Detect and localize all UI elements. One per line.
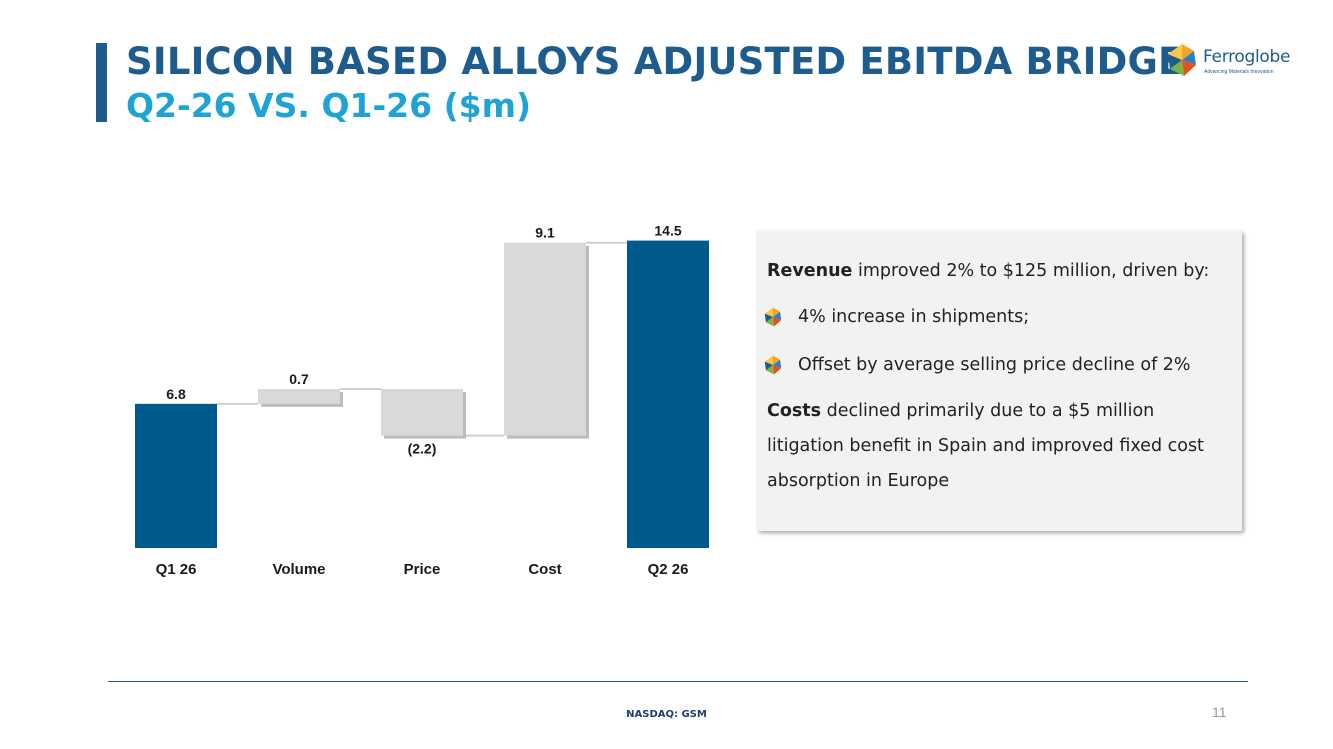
- footer-ticker: NASDAQ: GSM: [626, 709, 707, 720]
- x-tick-label: Q2 26: [648, 561, 689, 578]
- page-number: 11: [1212, 704, 1227, 720]
- bullet-item-price: Offset by average selling price decline …: [764, 355, 1232, 375]
- logo-wordmark: Ferroglobe: [1203, 47, 1291, 67]
- x-tick-label: Price: [404, 561, 441, 578]
- title-accent-bar: [96, 43, 107, 122]
- data-label: (2.2): [408, 441, 437, 457]
- logo-tagline: Advancing Materials Innovation: [1204, 69, 1274, 75]
- revenue-line: Revenue improved 2% to $125 million, dri…: [767, 261, 1232, 281]
- revenue-text: improved 2% to $125 million, driven by:: [852, 261, 1210, 281]
- ferroglobe-logo: Ferroglobe Advancing Materials Innovatio…: [1165, 43, 1295, 79]
- x-tick-label: Volume: [272, 561, 325, 578]
- ferroglobe-logo-icon: [1168, 44, 1196, 76]
- bullet-text: Offset by average selling price decline …: [798, 355, 1191, 375]
- page-title: SILICON BASED ALLOYS ADJUSTED EBITDA BRI…: [126, 40, 1184, 83]
- bar-q2-26: [627, 240, 709, 548]
- costs-label: Costs: [767, 401, 822, 421]
- bar-cost: [504, 242, 586, 436]
- costs-text: declined primarily due to a $5 million l…: [767, 401, 1204, 491]
- revenue-label: Revenue: [767, 261, 853, 281]
- costs-paragraph: Costs declined primarily due to a $5 mil…: [767, 394, 1207, 499]
- data-label: 6.8: [166, 386, 186, 402]
- commentary-box: Revenue improved 2% to $125 million, dri…: [757, 231, 1242, 531]
- footer-divider: [108, 681, 1248, 682]
- bullet-item-shipments: 4% increase in shipments;: [764, 307, 1232, 327]
- bar-volume: [258, 389, 340, 404]
- globe-bullet-icon: [764, 307, 782, 327]
- globe-bullet-icon: [764, 355, 782, 375]
- data-label: 0.7: [289, 371, 309, 387]
- bullet-text: 4% increase in shipments;: [798, 307, 1030, 327]
- bar-q1-26: [135, 403, 217, 548]
- page-subtitle: Q2-26 VS. Q1-26 ($m): [126, 86, 532, 125]
- data-label: 14.5: [654, 223, 681, 239]
- bar-price: [381, 389, 463, 436]
- data-label: 9.1: [535, 225, 555, 241]
- x-tick-label: Q1 26: [156, 561, 197, 578]
- x-tick-label: Cost: [528, 561, 561, 578]
- ebitda-bridge-chart: 6.8 Q1 26 0.7 Volume (2.2) Price 9.1 Cost 14.5 Q2…: [135, 223, 709, 578]
